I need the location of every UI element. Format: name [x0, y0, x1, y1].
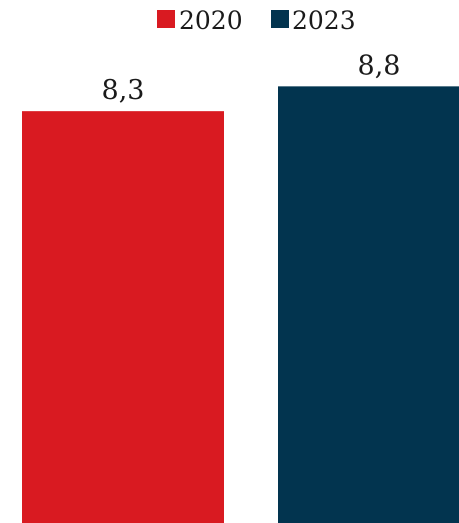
legend-swatch-2020: [157, 10, 175, 28]
bar-2020: [22, 111, 224, 523]
bars: [22, 86, 459, 523]
value-labels: 8,3 8,8: [102, 50, 401, 106]
value-label-2020: 8,3: [102, 75, 145, 106]
bar-2023: [278, 86, 459, 523]
value-label-2023: 8,8: [358, 50, 401, 81]
legend-swatch-2023: [271, 10, 289, 28]
legend: 2020 2023: [157, 6, 356, 35]
legend-label-2023: 2023: [292, 6, 356, 35]
legend-label-2020: 2020: [179, 6, 243, 35]
